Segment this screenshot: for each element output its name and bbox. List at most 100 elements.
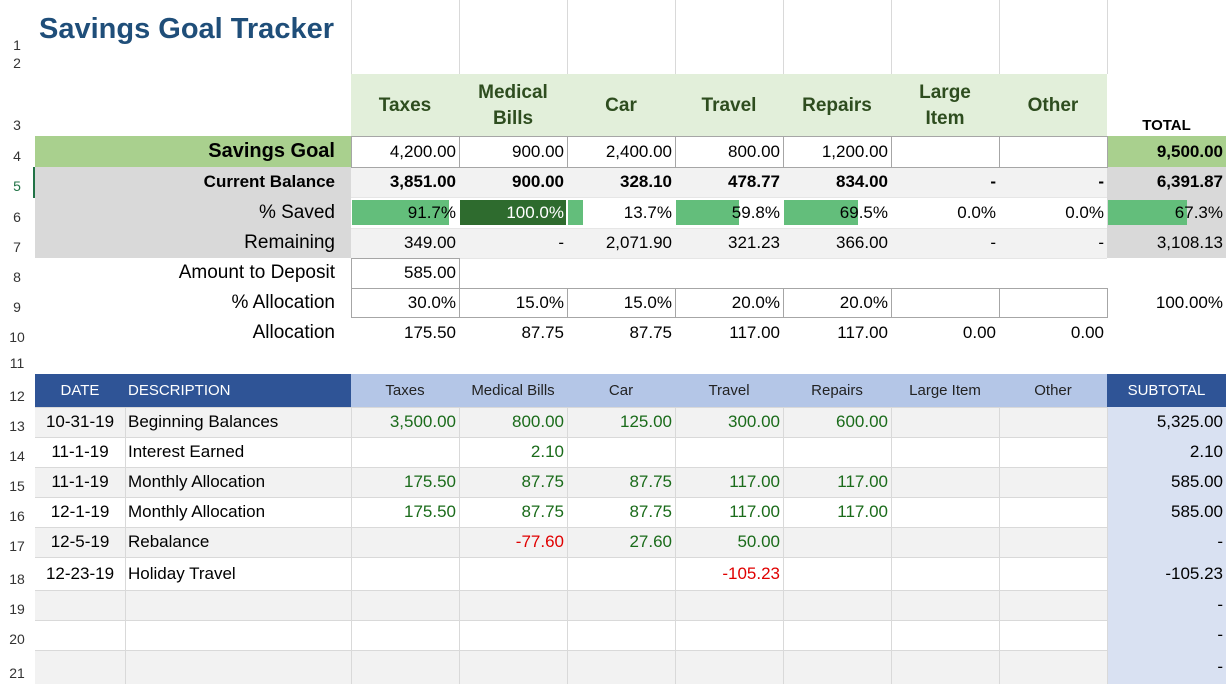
ledger-description[interactable] [128,650,350,684]
ledger-header-description[interactable]: DESCRIPTION [128,382,231,399]
ledger-value[interactable]: 117.00 [729,502,780,521]
ledger-value[interactable] [999,407,1107,437]
row-number[interactable]: 6 [13,209,21,225]
row-number[interactable]: 10 [9,329,25,345]
ledger-value[interactable]: 2.10 [530,442,564,461]
ledger-date[interactable]: 10-31-19 [45,412,115,431]
ledger-value[interactable] [459,650,567,684]
ledger-header-date[interactable]: DATE [60,382,100,399]
current-balance-value[interactable]: 328.10 [620,172,672,191]
row-number[interactable]: 12 [9,388,25,404]
pct-saved-value[interactable]: 0.0% [957,203,996,222]
row-number[interactable]: 4 [13,148,21,164]
category-header-4[interactable]: Repairs [802,95,872,116]
pct-saved-value[interactable]: 59.8% [731,203,780,222]
row-number[interactable]: 18 [9,571,25,587]
ledger-value[interactable] [351,620,459,650]
allocation-value[interactable]: 87.75 [629,323,672,342]
row-number[interactable]: 1 [13,37,21,53]
ledger-value[interactable] [567,590,675,620]
category-header-1[interactable]: Medical Bills [478,82,548,129]
ledger-description[interactable]: Rebalance [128,532,210,551]
remaining-label[interactable]: Remaining [244,232,335,253]
ledger-value[interactable] [459,590,567,620]
ledger-value[interactable] [459,557,567,590]
remaining-value[interactable]: 349.00 [404,233,456,252]
savings-goal-value[interactable]: 1,200.00 [821,142,888,161]
ledger-value[interactable] [351,527,459,557]
ledger-value[interactable] [675,590,783,620]
ledger-date[interactable]: 11-1-19 [51,472,109,491]
ledger-value[interactable] [675,620,783,650]
ledger-value[interactable] [351,650,459,684]
ledger-date[interactable]: 12-5-19 [50,532,110,551]
ledger-value[interactable]: 3,500.00 [389,412,456,431]
savings-goal-value[interactable]: 800.00 [728,142,780,161]
ledger-header-0[interactable]: Taxes [385,382,425,399]
ledger-description[interactable] [128,590,350,620]
savings-goal-value[interactable]: 2,400.00 [605,142,672,161]
category-header-3[interactable]: Travel [701,95,757,116]
ledger-date[interactable]: 11-1-19 [51,442,109,461]
pct-saved-value[interactable]: 100.0% [506,203,564,222]
row-number[interactable]: 17 [9,538,25,554]
ledger-header-subtotal[interactable]: SUBTOTAL [1127,382,1206,399]
row-number[interactable]: 14 [9,448,25,464]
ledger-header-2[interactable]: Car [608,382,634,399]
remaining-value[interactable]: - [558,233,564,252]
ledger-value[interactable] [891,590,999,620]
pct-allocation-value[interactable] [891,288,999,318]
ledger-header-4[interactable]: Repairs [811,382,863,399]
ledger-value[interactable] [783,590,891,620]
ledger-value[interactable] [891,467,999,497]
ledger-value[interactable] [999,467,1107,497]
ledger-value[interactable]: 87.75 [521,502,564,521]
page-title[interactable]: Savings Goal Tracker [39,13,334,45]
current-balance-value[interactable]: 900.00 [512,172,564,191]
ledger-description[interactable]: Beginning Balances [128,412,279,431]
pct-allocation-value[interactable]: 15.0% [515,293,564,312]
remaining-value[interactable]: 2,071.90 [605,233,672,252]
ledger-value[interactable] [999,590,1107,620]
pct-allocation-value[interactable]: 15.0% [623,293,672,312]
ledger-value[interactable] [891,437,999,467]
ledger-value[interactable]: 87.75 [521,472,564,491]
ledger-subtotal[interactable]: - [1217,625,1223,644]
pct-allocation-value[interactable]: 20.0% [731,293,780,312]
ledger-value[interactable] [999,620,1107,650]
row-number[interactable]: 16 [9,508,25,524]
savings-goal-value[interactable] [891,136,999,167]
ledger-date[interactable]: 12-1-19 [50,502,110,521]
row-number[interactable]: 13 [9,418,25,434]
ledger-header-1[interactable]: Medical Bills [471,382,555,399]
allocation-value[interactable]: 117.00 [729,323,780,342]
ledger-value[interactable] [999,437,1107,467]
ledger-value[interactable] [783,620,891,650]
pct-allocation-label[interactable]: % Allocation [231,292,335,313]
ledger-header-3[interactable]: Travel [708,382,750,399]
total-remaining[interactable]: 3,108.13 [1156,233,1223,252]
ledger-date[interactable] [35,620,125,650]
ledger-subtotal[interactable]: - [1217,657,1223,676]
allocation-value[interactable]: 0.00 [1070,323,1104,342]
ledger-value[interactable] [567,650,675,684]
pct-allocation-value[interactable]: 20.0% [839,293,888,312]
row-number[interactable]: 20 [9,631,25,647]
ledger-value[interactable]: 600.00 [836,412,888,431]
ledger-subtotal[interactable]: 585.00 [1171,472,1223,491]
ledger-value[interactable] [675,437,783,467]
ledger-value[interactable] [999,557,1107,590]
ledger-value[interactable] [675,650,783,684]
ledger-value[interactable] [999,650,1107,684]
category-header-5[interactable]: Large Item [919,82,971,129]
ledger-value[interactable] [891,650,999,684]
row-number[interactable]: 15 [9,478,25,494]
pct-saved-value[interactable]: 0.0% [1065,203,1104,222]
ledger-value[interactable] [783,527,891,557]
ledger-subtotal[interactable]: 2.10 [1189,442,1223,461]
ledger-value[interactable] [351,437,459,467]
current-balance-value[interactable]: 834.00 [836,172,888,191]
pct-saved-label[interactable]: % Saved [258,202,335,223]
ledger-value[interactable] [891,497,999,527]
